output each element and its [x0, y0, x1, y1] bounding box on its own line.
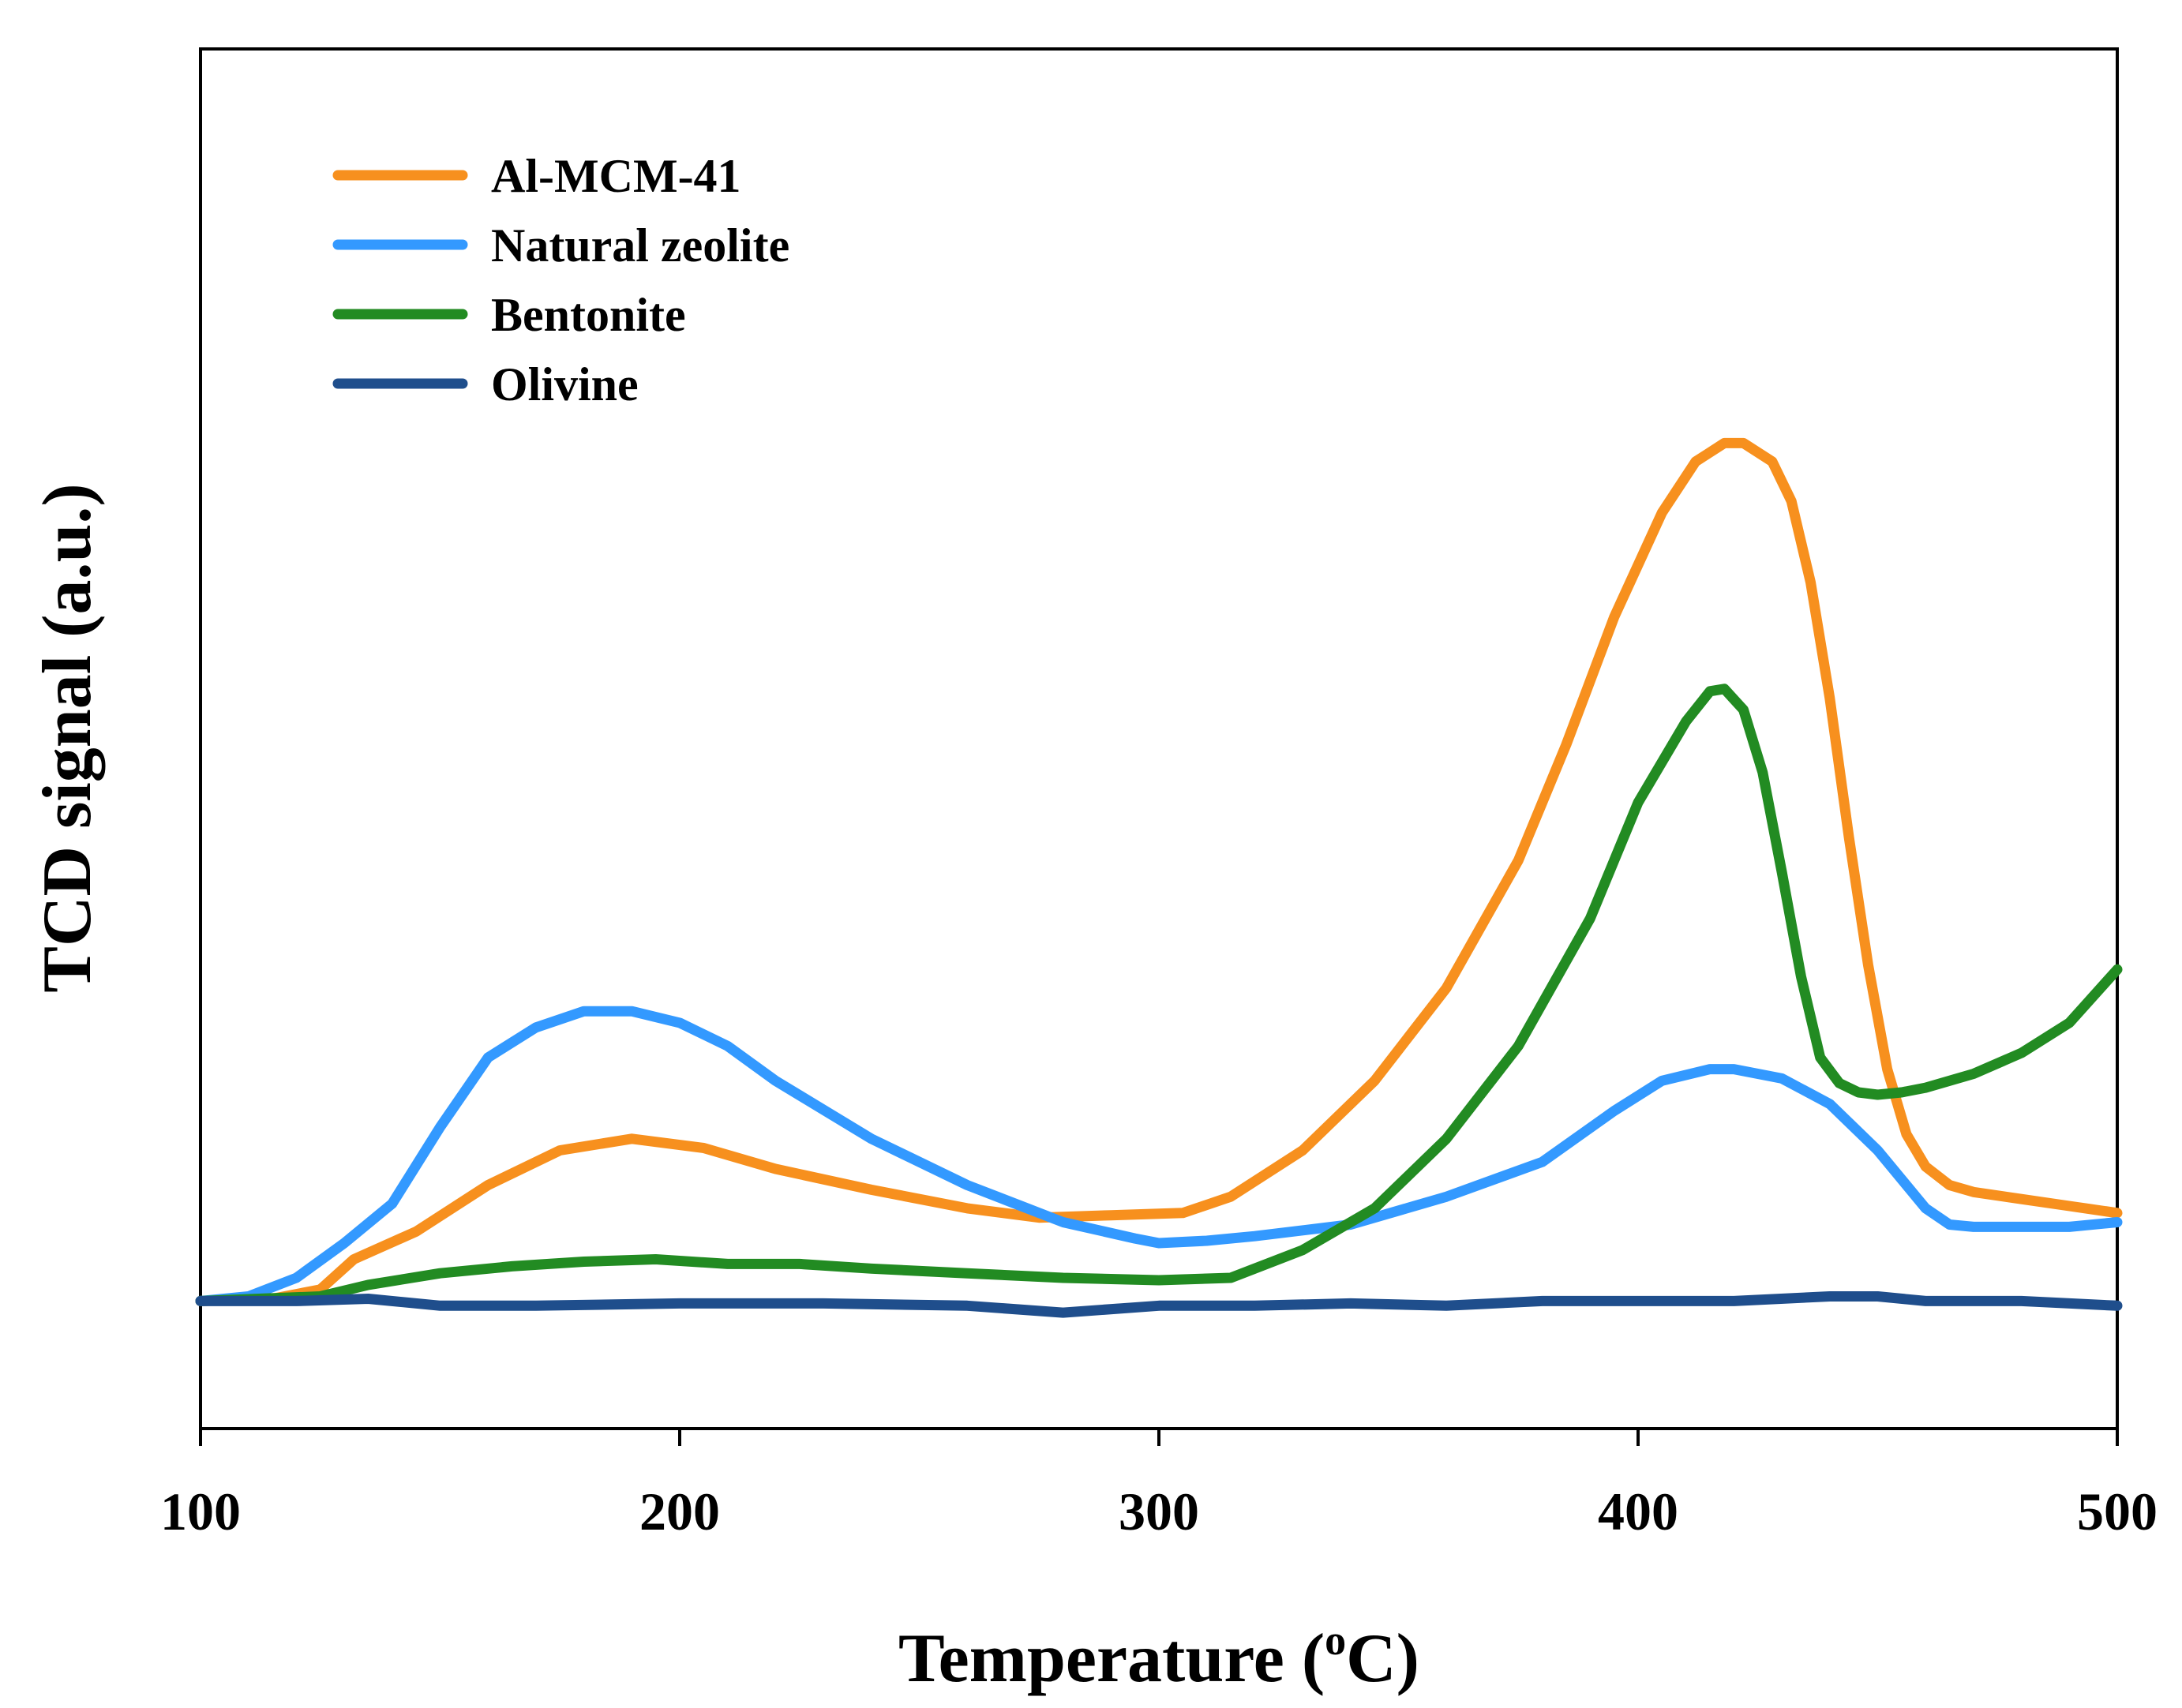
series-lines: [195, 437, 2123, 1318]
legend-label-olivine: Olivine: [491, 358, 639, 410]
series-line-al-mcm-41: [195, 437, 2123, 1306]
series-line-olivine: [195, 1291, 2123, 1318]
x-axis-title-main: Temperature (: [898, 1620, 1325, 1697]
legend-label-al-mcm-41: Al-MCM-41: [491, 150, 741, 202]
x-tick-label-100: 100: [160, 1481, 241, 1541]
legend-label-bentonite: Bentonite: [491, 289, 686, 341]
series-line-bentonite: [195, 684, 2123, 1306]
x-axis-title-superscript: o: [1325, 1616, 1346, 1664]
x-axis-ticks: [199, 1429, 2119, 1446]
x-axis-title-end: C): [1346, 1620, 1419, 1697]
legend: Al-MCM-41 Natural zeolite Bentonite Olivine: [332, 150, 789, 410]
x-axis-tick-labels: 100 200 300 400 500: [160, 1481, 2158, 1541]
x-tick-label-500: 500: [2077, 1481, 2158, 1541]
x-tick-label-200: 200: [639, 1481, 720, 1541]
x-tick-label-300: 300: [1119, 1481, 1199, 1541]
y-axis-title: TCD signal (a.u.): [29, 483, 106, 992]
series-line-natural-zeolite: [195, 1006, 2123, 1306]
legend-label-natural-zeolite: Natural zeolite: [491, 219, 789, 272]
x-axis-title: Temperature (oC): [898, 1616, 1419, 1697]
x-tick-label-400: 400: [1598, 1481, 1678, 1541]
